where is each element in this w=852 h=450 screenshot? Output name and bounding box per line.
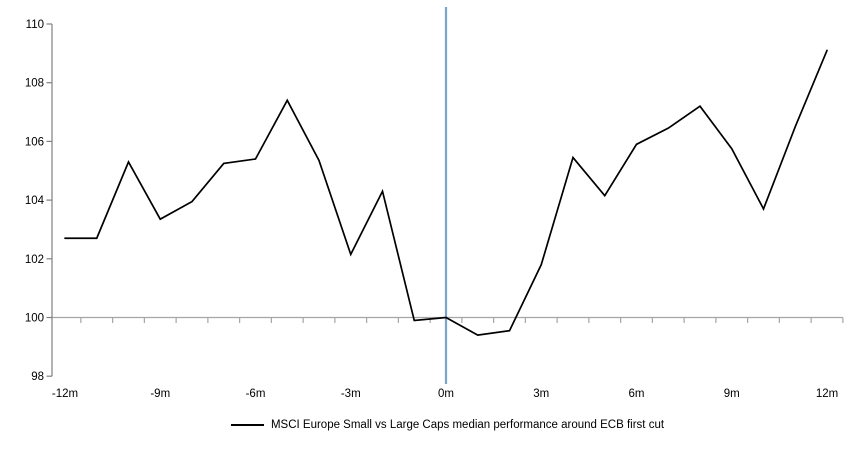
- legend-label: MSCI Europe Small vs Large Caps median p…: [270, 419, 665, 431]
- x-tick-label: -6m: [246, 388, 266, 400]
- series-line: [64, 49, 828, 336]
- y-tick-label: 106: [25, 136, 44, 148]
- y-tick-label: 108: [25, 78, 44, 90]
- y-tick-label: 100: [25, 313, 44, 325]
- x-tick-label: 9m: [724, 388, 740, 400]
- legend: MSCI Europe Small vs Large Caps median p…: [52, 419, 843, 431]
- y-tick-label: 98: [31, 371, 44, 383]
- x-tick-label: 12m: [816, 388, 838, 400]
- y-tick-label: 104: [25, 195, 45, 207]
- x-tick-label: -3m: [341, 388, 361, 400]
- x-tick-label: 6m: [629, 388, 645, 400]
- x-tick-label: 0m: [438, 388, 454, 400]
- legend-line-swatch: [230, 424, 264, 426]
- x-tick-label: 3m: [533, 388, 549, 400]
- x-tick-label: -12m: [52, 388, 78, 400]
- x-tick-label: -9m: [150, 388, 170, 400]
- y-tick-label: 102: [25, 254, 44, 266]
- y-tick-label: 110: [26, 19, 44, 31]
